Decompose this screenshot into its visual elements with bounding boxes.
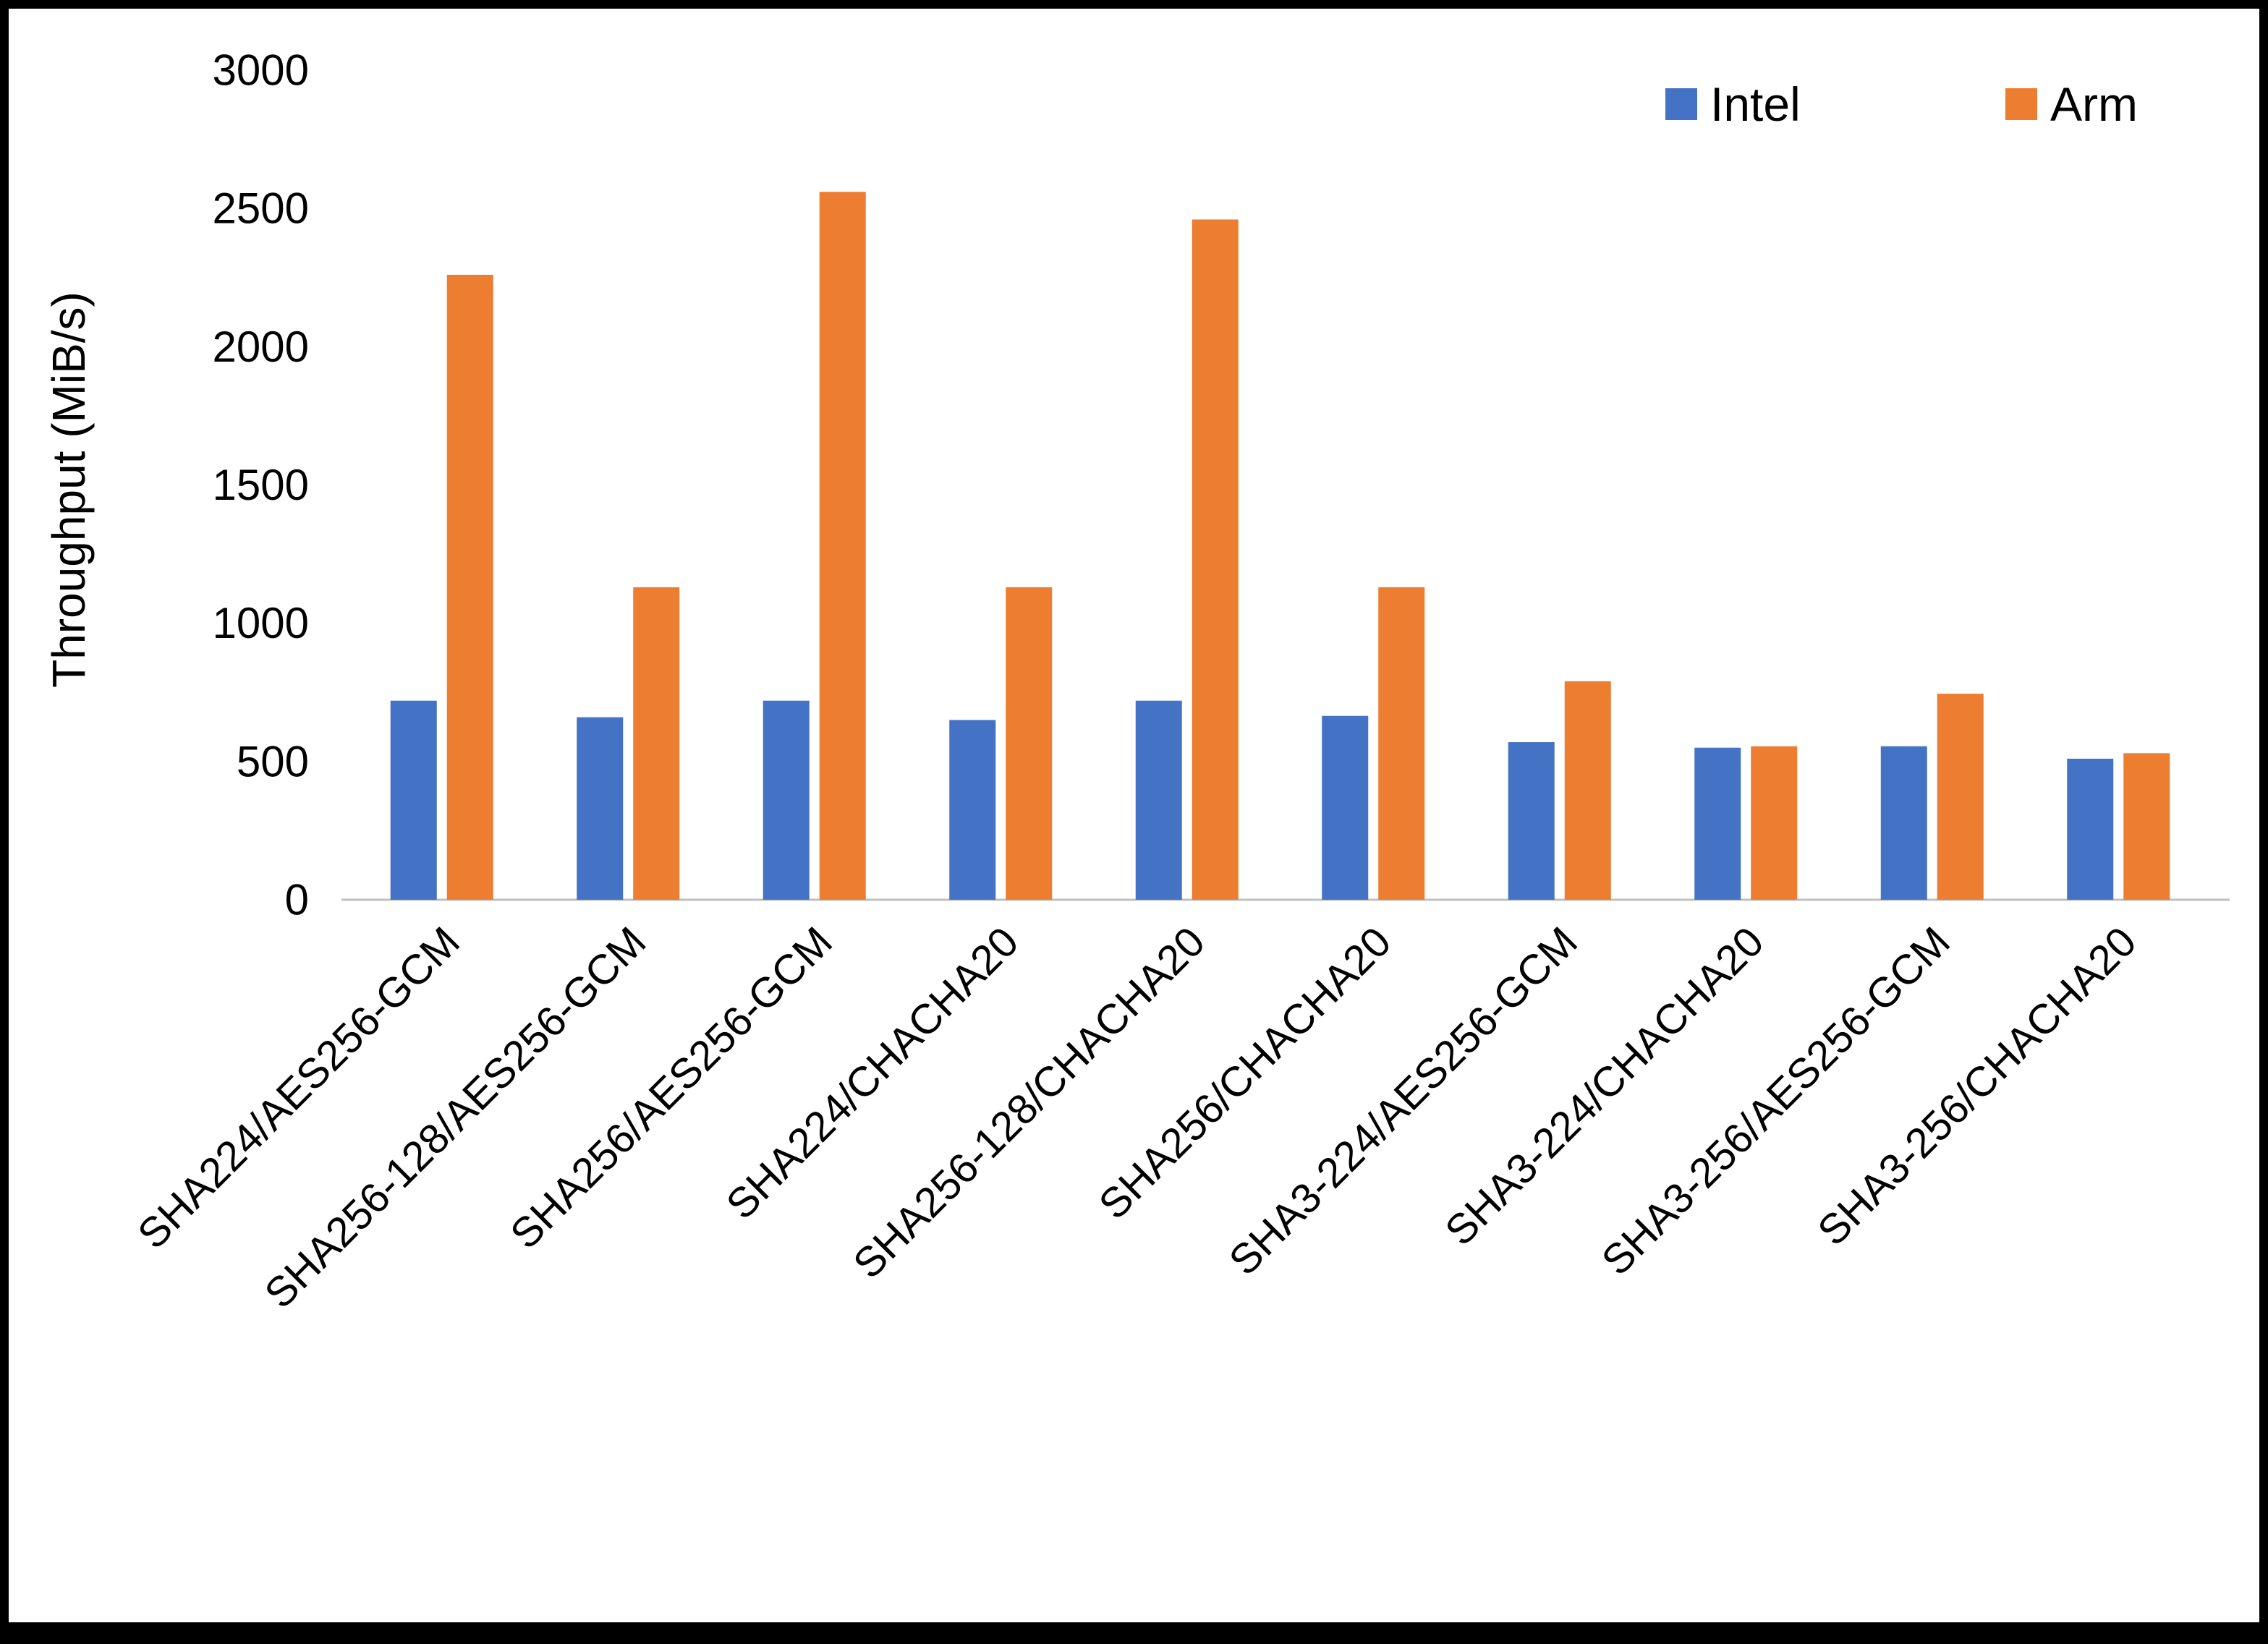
x-tick-label: SHA3-224/CHACHA20 [1436, 918, 1772, 1254]
x-tick-label: SHA3-224/AES256-GCM [1220, 918, 1587, 1284]
bar-intel-1 [577, 717, 624, 900]
bar-intel-3 [949, 720, 996, 900]
y-tick-label: 1500 [213, 461, 309, 509]
legend-swatch-intel [1665, 88, 1697, 120]
chart-canvas: 0 500 1000 1500 2000 2500 3000 SHA224/AES256-G… [43, 46, 2230, 1317]
bar-intel-0 [390, 700, 437, 900]
x-tick-label: SHA256-128/AES256-GCM [255, 918, 655, 1317]
x-tick-label: SHA3-256/CHACHA20 [1809, 918, 2145, 1254]
bar-arm-2 [819, 192, 866, 900]
y-tick-label: 1000 [213, 599, 309, 647]
bar-intel-8 [1880, 746, 1927, 900]
x-tick-label: SHA224/AES256-GCM [129, 918, 469, 1258]
y-tick-label: 500 [237, 737, 309, 785]
legend-label-arm: Arm [2050, 77, 2138, 131]
y-tick-label: 2500 [213, 184, 309, 233]
y-tick-label: 3000 [213, 46, 309, 95]
legend: Intel Arm [1665, 77, 2138, 131]
legend-label-intel: Intel [1710, 77, 1801, 131]
x-tick-label: SHA256/AES256-GCM [501, 918, 841, 1258]
category-labels-layer: SHA224/AES256-GCMSHA256-128/AES256-GCMSH… [129, 918, 2145, 1317]
bar-intel-2 [763, 700, 810, 900]
x-tick-label: SHA256-128/CHACHA20 [844, 918, 1214, 1287]
bar-arm-6 [1564, 681, 1611, 900]
x-tick-label: SHA3-256/AES256-GCM [1593, 918, 1959, 1284]
bar-arm-7 [1751, 746, 1798, 900]
bar-intel-6 [1508, 742, 1555, 900]
bar-arm-3 [1006, 587, 1053, 900]
legend-swatch-arm [2005, 88, 2037, 120]
bar-arm-4 [1192, 219, 1239, 900]
bar-arm-9 [2123, 753, 2170, 900]
bar-arm-5 [1378, 587, 1425, 900]
bars-layer [390, 192, 2170, 900]
bar-intel-5 [1322, 715, 1369, 900]
y-tick-label: 0 [285, 876, 309, 924]
y-tick-label: 2000 [213, 323, 309, 371]
bar-intel-4 [1135, 700, 1182, 900]
throughput-bar-chart: 0 500 1000 1500 2000 2500 3000 SHA224/AES256-G… [9, 9, 2259, 1622]
bar-arm-0 [446, 274, 493, 900]
bar-intel-9 [2067, 759, 2114, 900]
bar-intel-7 [1694, 747, 1741, 900]
bar-arm-1 [633, 587, 680, 900]
bar-arm-8 [1937, 694, 1984, 900]
y-axis-title: Throughput (MiB/s) [43, 291, 95, 688]
